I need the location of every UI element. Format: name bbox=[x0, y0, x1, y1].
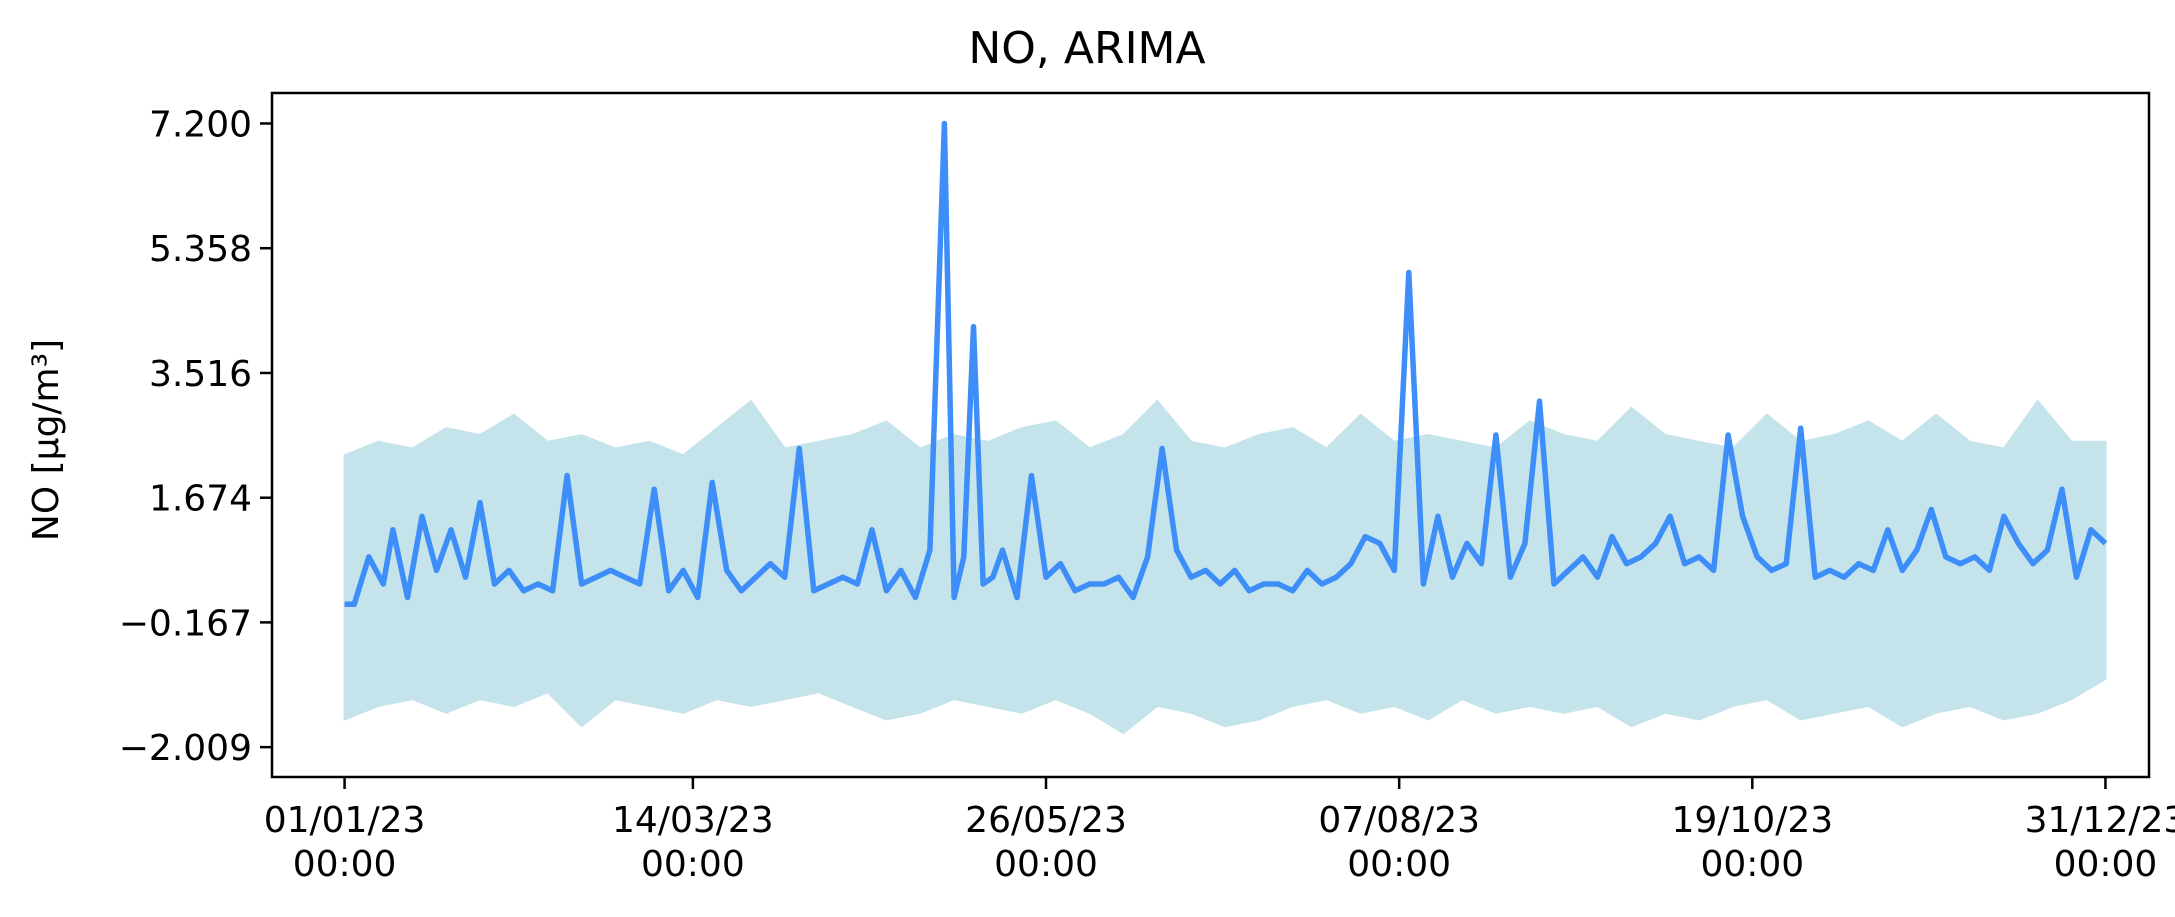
y-tick-label: 1.674 bbox=[149, 479, 252, 520]
y-axis-label: NO [µg/m³] bbox=[26, 339, 67, 541]
y-tick-label: 7.200 bbox=[149, 104, 252, 145]
x-tick-label: 31/12/23 00:00 bbox=[2025, 800, 2175, 885]
series-line bbox=[344, 120, 2108, 608]
y-tick-label: 5.358 bbox=[149, 229, 252, 270]
x-tick-label: 19/10/23 00:00 bbox=[1671, 800, 1833, 885]
prediction-band bbox=[343, 399, 2107, 735]
x-tick-label: 26/05/23 00:00 bbox=[965, 800, 1127, 885]
y-axis: 7.200 5.358 3.516 1.674 −0.167 −2.009 bbox=[119, 104, 272, 769]
plot-area bbox=[343, 120, 2108, 735]
y-tick-label: −2.009 bbox=[119, 728, 252, 769]
plot-frame bbox=[270, 91, 2151, 779]
x-tick-label: 14/03/23 00:00 bbox=[612, 800, 774, 885]
x-tick-label: 07/08/23 00:00 bbox=[1318, 800, 1480, 885]
y-tick-label: −0.167 bbox=[119, 603, 252, 644]
y-tick-label: 3.516 bbox=[149, 354, 252, 395]
chart-title: NO, ARIMA bbox=[968, 23, 1205, 74]
x-tick-label: 01/01/23 00:00 bbox=[264, 800, 426, 885]
x-axis: 01/01/23 00:00 14/03/23 00:00 26/05/23 00:00 0… bbox=[264, 777, 2175, 885]
